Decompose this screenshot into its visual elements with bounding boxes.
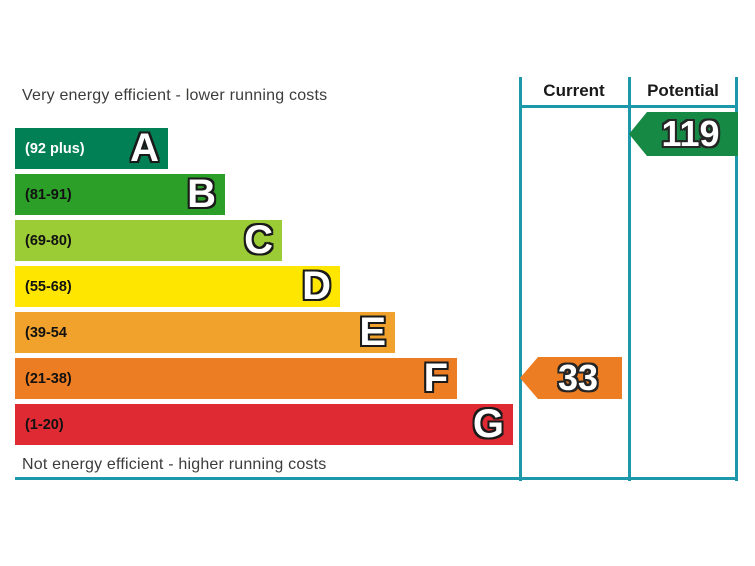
band-letter: F — [423, 356, 448, 400]
potential-rating-arrow: 119 — [629, 112, 738, 156]
band-row-d: (55-68) D — [15, 266, 340, 307]
band-letter: B — [187, 172, 216, 216]
band-range-label: (55-68) — [25, 278, 72, 295]
caption-top: Very energy efficient - lower running co… — [22, 87, 328, 104]
table-border-right — [735, 77, 738, 481]
band-letter: C — [244, 218, 273, 262]
band-row-a: (92 plus) A — [15, 128, 168, 169]
band-row-b: (81-91) B — [15, 174, 225, 215]
band-row-f: (21-38) F — [15, 358, 457, 399]
table-border-left — [519, 77, 522, 481]
band-row-c: (69-80) C — [15, 220, 282, 261]
column-header-current: Current — [543, 81, 605, 100]
band-range-label: (92 plus) — [25, 140, 85, 157]
potential-rating-value: 119 — [661, 113, 720, 154]
current-rating-value: 33 — [557, 357, 599, 398]
table-border-divider — [628, 77, 631, 481]
band-range-label: (39-54 — [25, 324, 67, 341]
caption-bottom: Not energy efficient - higher running co… — [22, 456, 327, 473]
band-range-label: (69-80) — [25, 232, 72, 249]
column-header-potential: Potential — [647, 81, 719, 100]
band-row-e: (39-54 E — [15, 312, 395, 353]
band-letter: G — [472, 402, 504, 446]
band-range-label: (81-91) — [25, 186, 72, 203]
band-letter: A — [130, 126, 159, 170]
chart-bottom-rule — [15, 477, 738, 480]
band-letter: D — [302, 264, 331, 308]
current-rating-arrow: 33 — [520, 357, 622, 399]
band-range-label: (1-20) — [25, 416, 64, 433]
band-range-label: (21-38) — [25, 370, 72, 387]
band-row-g: (1-20) G — [15, 404, 513, 445]
table-header-rule — [519, 105, 738, 108]
band-letter: E — [359, 310, 386, 354]
